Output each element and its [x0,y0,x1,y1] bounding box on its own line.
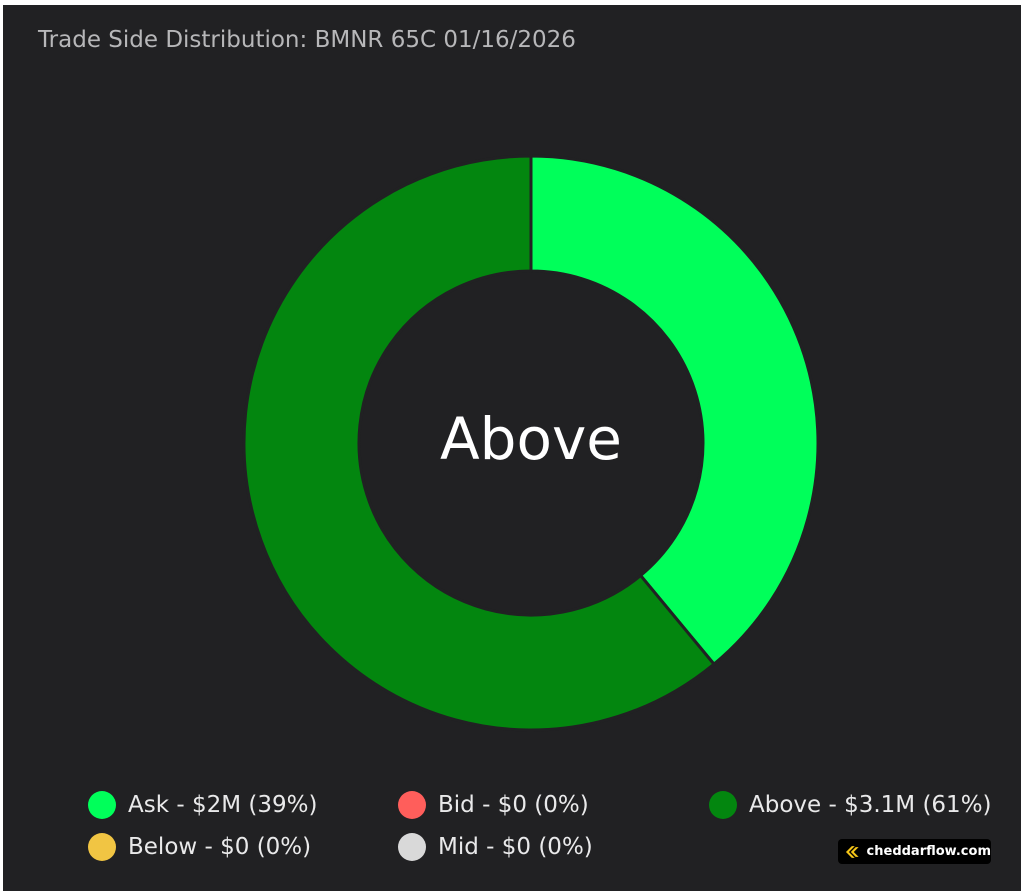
cheddarflow-logo-icon [845,845,859,858]
donut-center-label: Above [440,405,622,473]
chart-legend: Ask - $2M (39%) Bid - $0 (0%) Above - $3… [88,787,1008,877]
legend-item-below[interactable]: Below - $0 (0%) [88,829,311,865]
legend-swatch-above [709,791,737,819]
donut-chart: Above [242,154,820,732]
legend-swatch-mid [398,833,426,861]
legend-swatch-bid [398,791,426,819]
donut-slices [242,154,820,732]
legend-item-ask[interactable]: Ask - $2M (39%) [88,787,317,823]
donut-slice-ask[interactable] [529,154,820,666]
legend-label-above: Above - $3.1M (61%) [749,792,992,818]
legend-item-bid[interactable]: Bid - $0 (0%) [398,787,589,823]
legend-item-mid[interactable]: Mid - $0 (0%) [398,829,593,865]
chart-panel: Trade Side Distribution: BMNR 65C 01/16/… [3,5,1021,891]
legend-item-above[interactable]: Above - $3.1M (61%) [709,787,992,823]
legend-swatch-below [88,833,116,861]
chart-title: Trade Side Distribution: BMNR 65C 01/16/… [38,27,576,53]
legend-label-mid: Mid - $0 (0%) [438,834,593,860]
legend-label-below: Below - $0 (0%) [128,834,312,860]
cheddarflow-watermark: cheddarflow.com [838,839,991,864]
legend-label-ask: Ask - $2M (39%) [128,792,318,818]
legend-swatch-ask [88,791,116,819]
legend-label-bid: Bid - $0 (0%) [438,792,589,818]
donut-slice-above[interactable] [242,154,716,732]
watermark-text: cheddarflow.com [866,844,991,859]
